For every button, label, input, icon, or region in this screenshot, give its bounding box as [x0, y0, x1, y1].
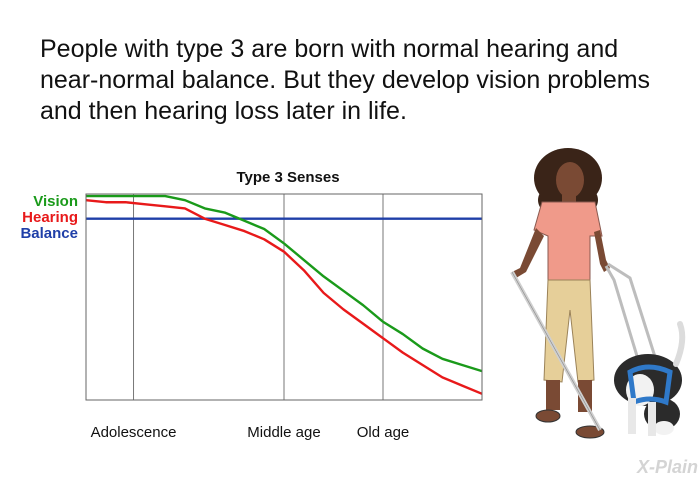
left-arm-shape	[512, 228, 544, 278]
woman-with-cane-and-guide-dog-icon	[510, 148, 686, 439]
legend-label-balance: Balance	[20, 225, 78, 242]
right-shoe-shape	[575, 425, 605, 439]
legend-label-vision: Vision	[33, 193, 78, 210]
shirt-shape	[533, 201, 603, 281]
white-cane-outline	[511, 271, 601, 431]
dog-harness-shape	[627, 364, 673, 406]
caption-text: People with type 3 are born with normal …	[40, 35, 651, 125]
dog-muzzle-shape	[654, 421, 674, 435]
series-line-vision	[86, 194, 483, 373]
dog-leg-2	[648, 402, 656, 436]
x-tick-label-middle-age: Middle age	[247, 424, 320, 441]
dog-tail-shape	[673, 321, 686, 367]
plot-frame	[85, 193, 483, 401]
right-arm-shape	[594, 230, 610, 272]
chart-x-ticks: Adolescence Middle age Old age	[91, 424, 410, 441]
dog-leg-1	[628, 398, 636, 434]
neck-shape	[562, 195, 576, 205]
chart-title: Type 3 Senses	[236, 169, 339, 186]
legend-label-hearing: Hearing	[22, 209, 78, 226]
chart-series	[85, 194, 483, 395]
left-shoe-shape	[535, 409, 561, 423]
x-tick-label-old-age: Old age	[357, 424, 410, 441]
right-leg-shape	[578, 380, 592, 412]
watermark-logo: X-Plain	[636, 457, 698, 477]
x-tick-label-adolescence: Adolescence	[91, 424, 177, 441]
face-shape	[556, 162, 584, 198]
chart-grid	[133, 194, 384, 400]
pants-shape	[543, 279, 595, 383]
dog-harness-handle	[604, 262, 658, 367]
series-line-hearing	[85, 198, 483, 395]
left-leg-shape	[546, 380, 560, 410]
